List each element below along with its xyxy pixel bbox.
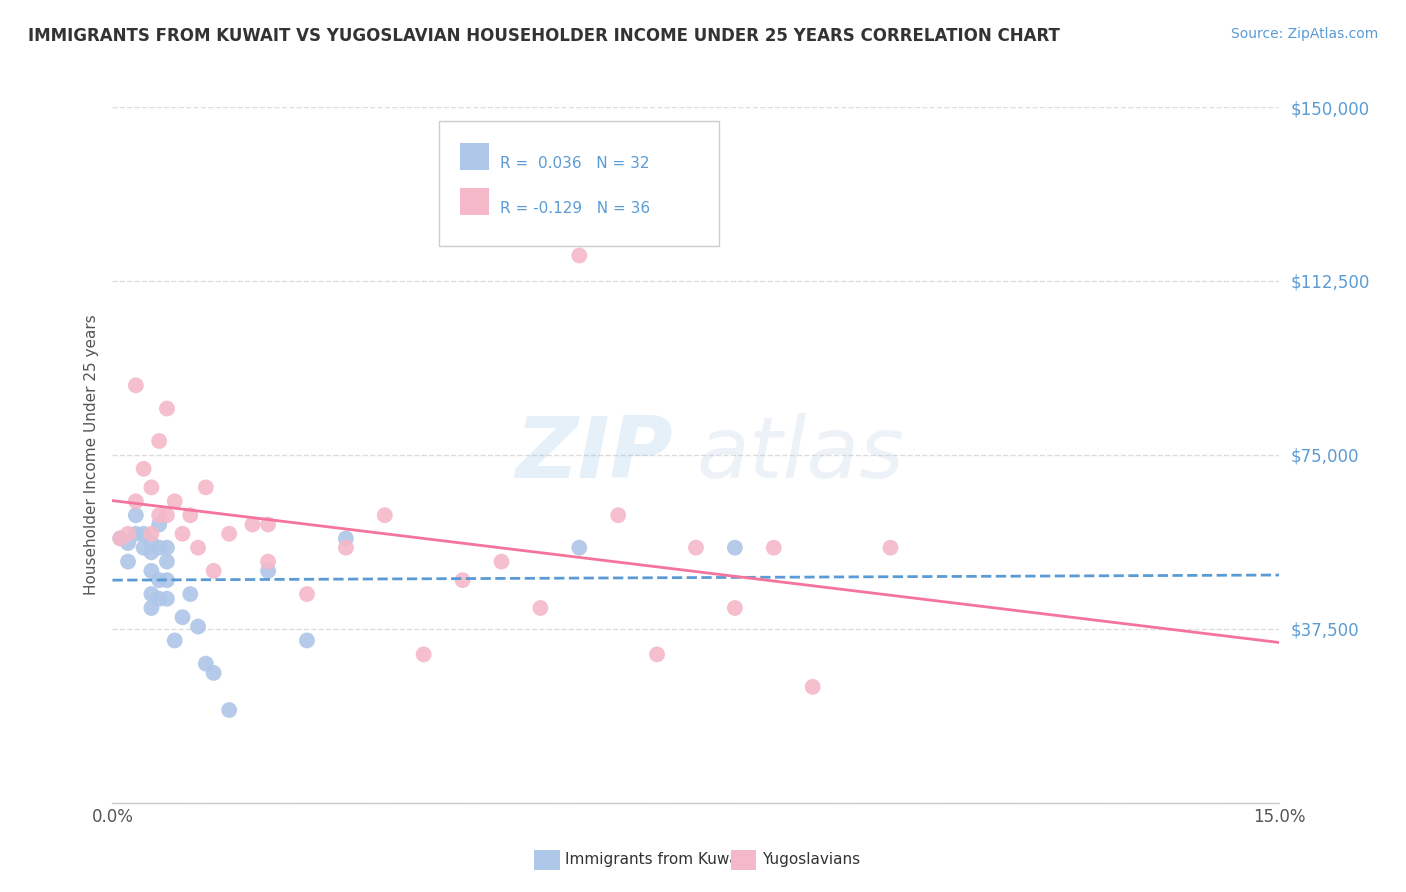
Point <box>132 462 155 476</box>
Point <box>148 591 170 606</box>
Point <box>156 541 179 555</box>
Point <box>125 494 148 508</box>
Point <box>202 665 225 680</box>
FancyBboxPatch shape <box>439 121 720 246</box>
Y-axis label: Householder Income Under 25 years: Householder Income Under 25 years <box>83 315 98 595</box>
Point <box>335 532 357 546</box>
Point <box>148 541 170 555</box>
Point <box>141 526 163 541</box>
Point <box>724 601 747 615</box>
Point <box>125 508 148 523</box>
Point <box>148 508 170 523</box>
Point <box>141 601 163 615</box>
Point <box>179 587 201 601</box>
Point <box>194 480 217 494</box>
FancyBboxPatch shape <box>460 188 489 215</box>
Point <box>148 434 170 448</box>
Point <box>117 536 139 550</box>
Point <box>141 587 163 601</box>
Point <box>295 633 318 648</box>
Point <box>132 526 155 541</box>
Point <box>491 555 513 569</box>
Point <box>163 633 186 648</box>
Point <box>156 591 179 606</box>
Point <box>117 555 139 569</box>
Point <box>242 517 264 532</box>
Point <box>172 526 194 541</box>
Point <box>257 555 280 569</box>
Point <box>179 508 201 523</box>
Point <box>257 564 280 578</box>
Point <box>295 587 318 601</box>
Point <box>529 601 551 615</box>
Point <box>801 680 824 694</box>
Point <box>762 541 785 555</box>
Text: Source: ZipAtlas.com: Source: ZipAtlas.com <box>1230 27 1378 41</box>
Point <box>141 564 163 578</box>
Point <box>156 573 179 587</box>
FancyBboxPatch shape <box>460 144 489 169</box>
Point <box>141 545 163 559</box>
Point <box>412 648 434 662</box>
Point <box>110 532 132 546</box>
Text: Immigrants from Kuwait: Immigrants from Kuwait <box>565 853 749 867</box>
Text: atlas: atlas <box>696 413 904 497</box>
Point <box>187 541 209 555</box>
Point <box>148 517 170 532</box>
Text: IMMIGRANTS FROM KUWAIT VS YUGOSLAVIAN HOUSEHOLDER INCOME UNDER 25 YEARS CORRELAT: IMMIGRANTS FROM KUWAIT VS YUGOSLAVIAN HO… <box>28 27 1060 45</box>
Point <box>156 555 179 569</box>
Point <box>156 401 179 416</box>
Point <box>163 494 186 508</box>
Point <box>187 619 209 633</box>
Point <box>125 526 148 541</box>
Point <box>335 541 357 555</box>
Point <box>141 480 163 494</box>
Point <box>132 541 155 555</box>
Point <box>257 517 280 532</box>
Point <box>141 536 163 550</box>
Point <box>172 610 194 624</box>
Point <box>645 648 668 662</box>
Point <box>879 541 901 555</box>
Point <box>202 564 225 578</box>
Point <box>607 508 630 523</box>
Text: ZIP: ZIP <box>515 413 672 497</box>
Point <box>218 526 240 541</box>
Point <box>148 573 170 587</box>
Point <box>568 541 591 555</box>
Point <box>117 526 139 541</box>
Point <box>568 248 591 262</box>
Point <box>125 378 148 392</box>
Text: Yugoslavians: Yugoslavians <box>762 853 860 867</box>
Point <box>451 573 474 587</box>
Point <box>110 532 132 546</box>
Point <box>374 508 396 523</box>
Point <box>218 703 240 717</box>
Text: R =  0.036   N = 32: R = 0.036 N = 32 <box>501 156 650 170</box>
Point <box>685 541 707 555</box>
Point <box>724 541 747 555</box>
Point <box>156 508 179 523</box>
Point <box>194 657 217 671</box>
Text: R = -0.129   N = 36: R = -0.129 N = 36 <box>501 201 650 216</box>
